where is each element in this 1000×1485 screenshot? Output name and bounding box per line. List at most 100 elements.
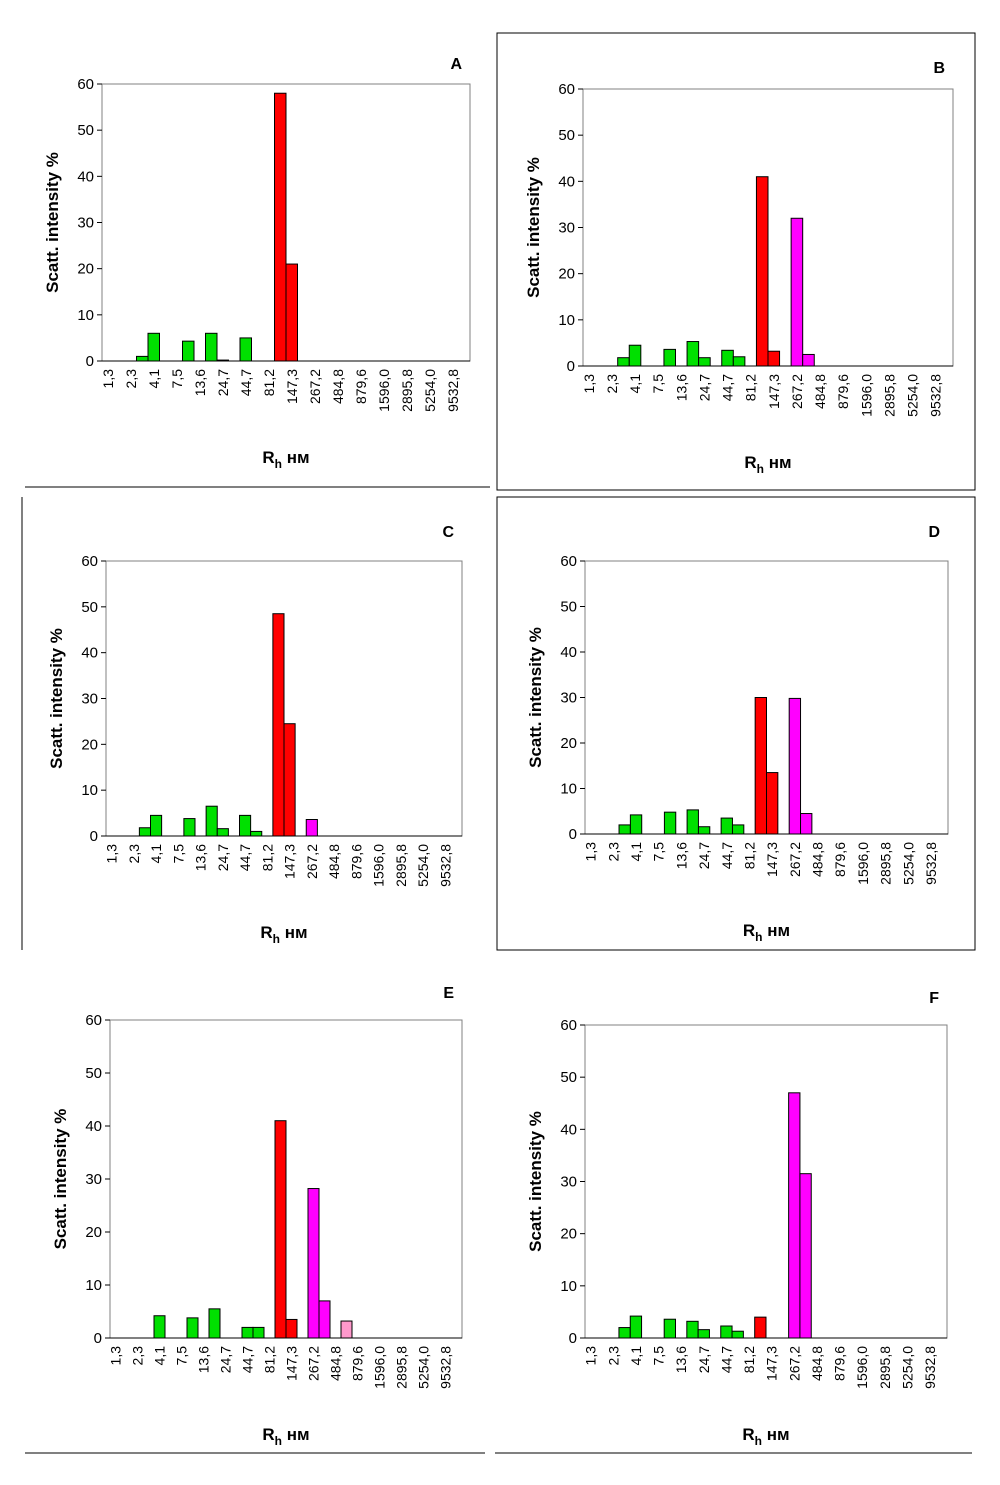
bar [285, 1318, 298, 1339]
y-tick-label: 0 [569, 1330, 577, 1347]
x-tick-label: 81,2 [259, 844, 275, 871]
bar [663, 1318, 676, 1339]
x-tick-label: 5254,0 [415, 844, 431, 887]
bar [618, 1327, 631, 1339]
x-tick-label: 484,8 [812, 374, 828, 409]
x-tick-label: 1596,0 [858, 374, 874, 417]
y-tick-label: 0 [90, 828, 98, 845]
x-tick-label: 1596,0 [376, 369, 392, 412]
x-tick-label: 267,2 [307, 369, 323, 404]
y-axis-label: Scatt. intensity % [47, 628, 66, 769]
bar [340, 1320, 353, 1339]
bar [698, 357, 711, 367]
bar [767, 350, 781, 367]
bar [205, 805, 218, 837]
x-tick-label: 2,3 [126, 844, 142, 864]
y-tick-label: 40 [81, 645, 98, 662]
chart-panel: 0 10 20 30 40 50 60 1,3 2,3 4,1 7,5 13,6 24,7 44,7 81,… [526, 990, 948, 1448]
x-tick-label: 267,2 [306, 1346, 322, 1381]
x-axis-label: Rh нм [744, 453, 791, 476]
y-tick-label: 0 [86, 353, 94, 370]
bar [686, 1320, 699, 1339]
bar [318, 1300, 331, 1339]
bar [274, 1120, 287, 1339]
x-tick-label: 9532,8 [438, 1346, 454, 1389]
bar [686, 341, 700, 367]
x-label-sub: h [275, 1434, 282, 1448]
bar [755, 176, 769, 367]
x-tick-label: 1596,0 [855, 842, 871, 885]
x-tick-label: 4,1 [627, 374, 643, 394]
bar [663, 348, 676, 367]
y-tick-label: 10 [85, 1277, 102, 1294]
bar [239, 814, 252, 837]
bar [686, 809, 699, 835]
x-label-unit: нм [769, 453, 792, 472]
x-label-unit: нм [287, 448, 310, 467]
x-tick-label: 484,8 [330, 369, 346, 404]
x-tick-label: 879,6 [350, 1346, 366, 1381]
bar [150, 814, 163, 837]
y-tick-label: 10 [560, 1278, 577, 1295]
y-tick-label: 10 [81, 782, 98, 799]
x-tick-label: 484,8 [809, 1346, 825, 1381]
bar [800, 813, 813, 835]
x-tick-label: 24,7 [696, 842, 712, 869]
bar [629, 1315, 643, 1339]
y-axis-label: Scatt. intensity % [43, 152, 62, 293]
bar [754, 1316, 767, 1339]
x-tick-label: 44,7 [718, 1346, 734, 1373]
bar [216, 828, 229, 837]
x-label-main: R [743, 921, 755, 940]
y-tick-label: 50 [81, 599, 98, 616]
x-tick-label: 267,2 [304, 844, 320, 879]
x-label-unit: нм [287, 1425, 310, 1444]
x-tick-label: 484,8 [328, 1346, 344, 1381]
panel-letter: E [443, 985, 454, 1002]
x-tick-label: 2,3 [123, 369, 139, 389]
panel-letter: B [933, 60, 945, 77]
x-label-sub: h [755, 930, 762, 944]
y-tick-label: 60 [560, 553, 577, 570]
y-tick-label: 60 [85, 1012, 102, 1029]
x-tick-label: 13,6 [673, 1346, 689, 1373]
x-label-main: R [742, 1425, 754, 1444]
y-tick-label: 0 [94, 1330, 102, 1347]
x-label-main: R [262, 448, 274, 467]
x-tick-label: 2,3 [604, 374, 620, 394]
bar [305, 819, 318, 837]
x-tick-label: 1,3 [100, 369, 116, 389]
y-tick-label: 20 [560, 1226, 577, 1243]
x-tick-label: 7,5 [170, 844, 186, 864]
x-tick-label: 879,6 [832, 1346, 848, 1381]
x-axis-label: Rh нм [262, 448, 309, 471]
y-tick-label: 30 [81, 691, 98, 708]
y-tick-label: 50 [560, 599, 577, 616]
y-axis-label: Scatt. intensity % [526, 627, 545, 768]
x-tick-label: 2,3 [130, 1346, 146, 1366]
x-tick-label: 147,3 [282, 844, 298, 879]
x-tick-label: 24,7 [696, 374, 712, 401]
x-tick-label: 267,2 [789, 374, 805, 409]
bar [790, 217, 804, 367]
x-tick-label: 5254,0 [905, 374, 921, 417]
bar [285, 263, 298, 362]
y-tick-label: 40 [560, 1121, 577, 1138]
bar [138, 827, 151, 837]
x-tick-label: 2,3 [605, 842, 621, 862]
y-tick-label: 20 [85, 1224, 102, 1241]
x-tick-label: 13,6 [673, 374, 689, 401]
x-tick-label: 24,7 [218, 1346, 234, 1373]
y-tick-label: 50 [85, 1065, 102, 1082]
bar [272, 613, 285, 837]
x-tick-label: 2895,8 [878, 842, 894, 885]
x-tick-label: 9532,8 [445, 369, 461, 412]
x-axis-label: Rh нм [260, 923, 307, 946]
bar [307, 1188, 320, 1339]
x-tick-label: 1596,0 [372, 1346, 388, 1389]
y-tick-label: 60 [560, 1017, 577, 1034]
x-tick-label: 7,5 [174, 1346, 190, 1366]
x-tick-label: 2895,8 [393, 844, 409, 887]
x-tick-label: 1,3 [583, 842, 599, 862]
bar [136, 355, 149, 362]
